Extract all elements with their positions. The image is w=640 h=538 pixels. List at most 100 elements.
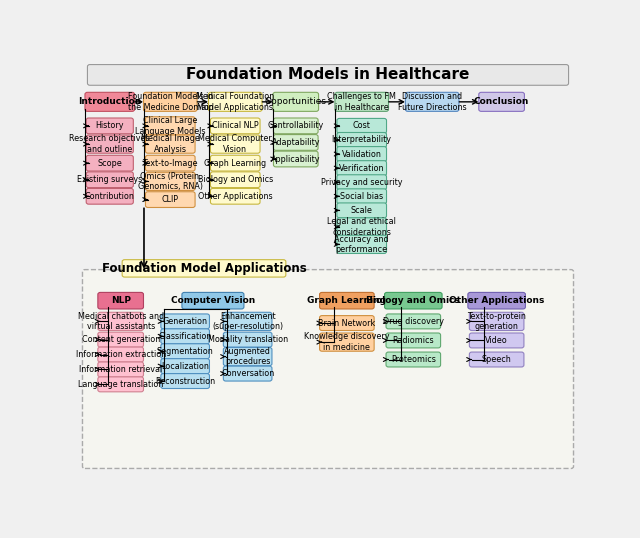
FancyBboxPatch shape [161,329,209,344]
FancyBboxPatch shape [211,118,260,134]
Text: Foundation Model Applications: Foundation Model Applications [102,262,307,275]
Text: Scale: Scale [351,206,372,215]
FancyBboxPatch shape [273,93,319,111]
FancyBboxPatch shape [98,312,143,330]
Text: Discussion and
Future Directions: Discussion and Future Directions [398,92,467,111]
FancyBboxPatch shape [469,333,524,348]
FancyBboxPatch shape [98,332,143,347]
FancyBboxPatch shape [469,352,524,367]
Text: Conversation: Conversation [221,369,275,378]
Text: Information retrieval: Information retrieval [79,365,163,374]
Text: Clinical Large
Language Models: Clinical Large Language Models [135,116,205,136]
FancyBboxPatch shape [182,293,244,309]
Text: Medical chatbots and
virtual assistants: Medical chatbots and virtual assistants [77,312,164,331]
FancyBboxPatch shape [86,188,133,204]
Text: Medical Computer
Vision: Medical Computer Vision [198,134,272,154]
Text: Contribution: Contribution [85,192,134,201]
Text: Language translation: Language translation [78,380,163,389]
Text: Validation: Validation [342,150,381,159]
Text: Generation: Generation [163,317,207,326]
Text: Classification: Classification [159,332,212,341]
Text: Video: Video [485,336,508,345]
FancyBboxPatch shape [161,373,209,388]
Text: Legal and ethical
considerations: Legal and ethical considerations [327,217,396,237]
FancyBboxPatch shape [145,172,195,190]
FancyBboxPatch shape [211,135,260,153]
Text: Cost: Cost [353,122,371,130]
Text: Interpretability: Interpretability [332,136,392,145]
Text: Graph Learning: Graph Learning [307,296,387,305]
FancyBboxPatch shape [86,118,133,134]
FancyBboxPatch shape [211,172,260,188]
FancyBboxPatch shape [223,366,272,381]
Text: Medical Image
Analysis: Medical Image Analysis [141,134,200,154]
FancyBboxPatch shape [161,314,209,329]
Text: Modality translation: Modality translation [207,335,288,344]
FancyBboxPatch shape [223,332,272,347]
Text: Content generation: Content generation [81,335,160,344]
FancyBboxPatch shape [337,146,387,161]
FancyBboxPatch shape [86,172,133,188]
FancyBboxPatch shape [337,189,387,204]
Text: Reconstruction: Reconstruction [155,377,215,386]
FancyBboxPatch shape [83,270,573,469]
FancyBboxPatch shape [469,312,524,330]
FancyBboxPatch shape [145,135,195,153]
FancyBboxPatch shape [319,333,374,351]
FancyBboxPatch shape [145,155,195,171]
FancyBboxPatch shape [143,93,197,111]
Text: Graph Learning: Graph Learning [204,159,266,168]
FancyBboxPatch shape [98,293,143,309]
FancyBboxPatch shape [386,333,440,348]
Text: Information extraction: Information extraction [76,350,166,359]
FancyBboxPatch shape [273,118,318,134]
Text: Proteomics: Proteomics [391,355,436,364]
Text: Existing surveys: Existing surveys [77,175,142,184]
Text: Conclusion: Conclusion [474,97,529,107]
FancyBboxPatch shape [86,135,133,153]
Text: Controllability: Controllability [268,122,324,130]
Text: Drug discovery: Drug discovery [383,317,444,326]
Text: CLIP: CLIP [162,195,179,204]
FancyBboxPatch shape [335,93,388,111]
Text: Verification: Verification [339,164,385,173]
Text: Segmentation: Segmentation [157,346,214,356]
Text: NLP: NLP [111,296,131,305]
FancyBboxPatch shape [88,65,568,86]
Text: Privacy and security: Privacy and security [321,178,403,187]
Text: Radiomics: Radiomics [392,336,434,345]
Text: Adaptability: Adaptability [271,138,320,147]
Text: Medical Foundation
Model Applications: Medical Foundation Model Applications [196,92,275,111]
Text: Scope: Scope [97,159,122,168]
Text: Applicability: Applicability [271,154,321,164]
Text: Clinical NLP: Clinical NLP [212,122,259,130]
FancyBboxPatch shape [161,359,209,373]
FancyBboxPatch shape [273,134,318,150]
FancyBboxPatch shape [337,235,387,253]
Text: Knowledge discovery
in medicine: Knowledge discovery in medicine [304,332,390,352]
FancyBboxPatch shape [211,188,260,204]
Text: Accuracy and
performance: Accuracy and performance [335,235,389,254]
Text: Brain Network: Brain Network [318,318,376,328]
FancyBboxPatch shape [86,155,133,171]
Text: Localization: Localization [161,362,209,371]
FancyBboxPatch shape [386,314,440,329]
Text: Biology and Omics: Biology and Omics [366,296,460,305]
Text: Foundation Models in Healthcare: Foundation Models in Healthcare [186,67,470,82]
Text: Research objectives
and outline: Research objectives and outline [70,134,150,154]
FancyBboxPatch shape [337,203,387,218]
FancyBboxPatch shape [337,118,387,133]
Text: Other Applications: Other Applications [449,296,545,305]
FancyBboxPatch shape [386,352,440,367]
FancyBboxPatch shape [209,93,262,111]
Text: Challenges to FM
in Healthcare: Challenges to FM in Healthcare [327,92,396,111]
FancyBboxPatch shape [145,192,195,208]
FancyBboxPatch shape [85,93,134,111]
FancyBboxPatch shape [337,218,387,236]
FancyBboxPatch shape [122,260,286,277]
FancyBboxPatch shape [468,293,525,309]
Text: Foundation Models in
the Medicine Domain: Foundation Models in the Medicine Domain [127,92,213,111]
Text: Text-to-Image: Text-to-Image [143,159,198,168]
FancyBboxPatch shape [405,93,459,111]
Text: Introduction: Introduction [78,97,141,107]
